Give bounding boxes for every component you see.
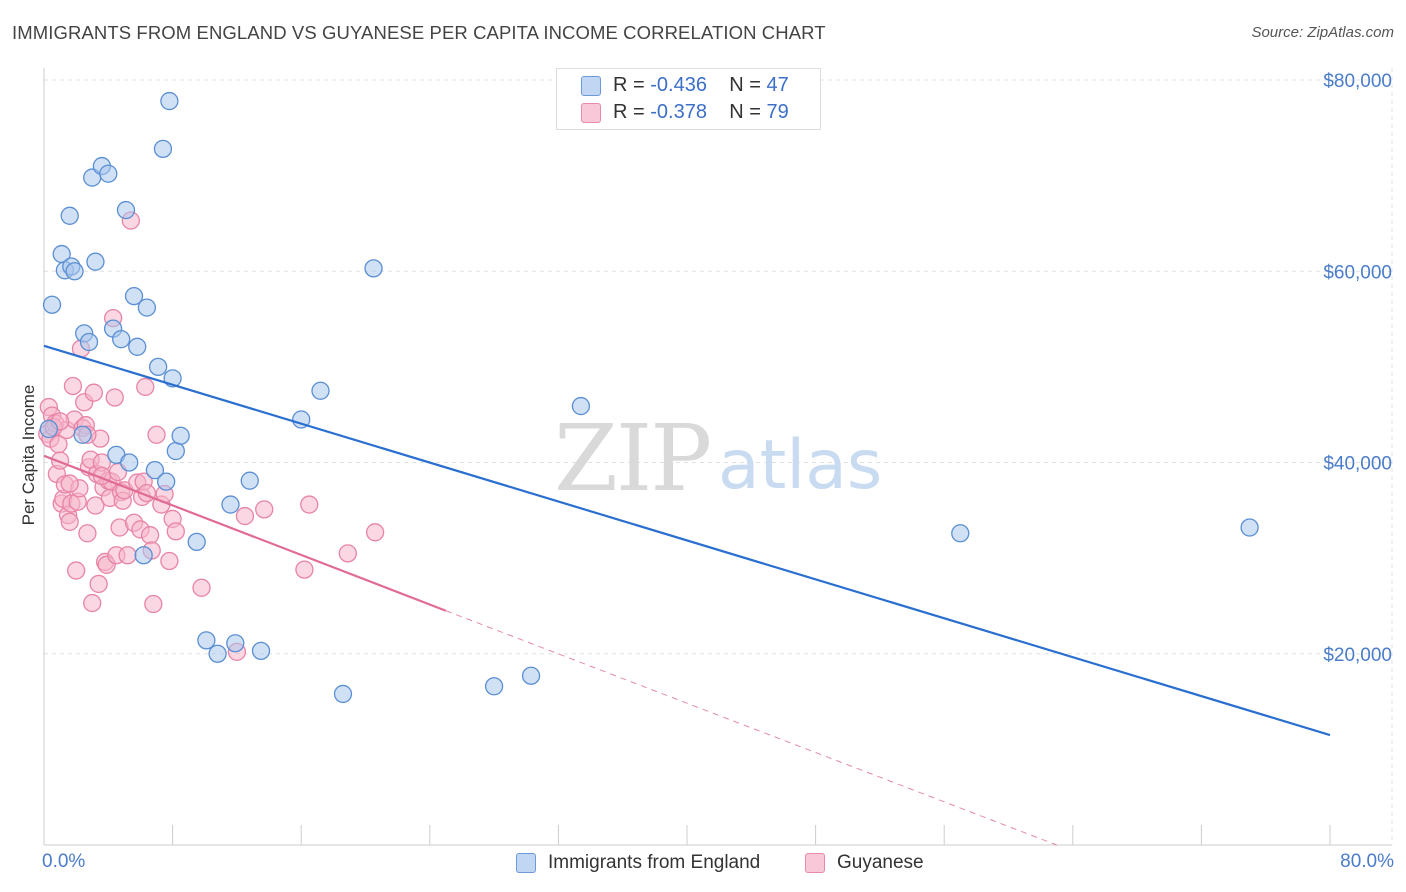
- y-tick-label: $60,000: [1323, 262, 1392, 283]
- england-point: [79, 332, 99, 352]
- england-point: [128, 337, 147, 356]
- guyanese-point: [83, 593, 102, 613]
- england-point: [86, 252, 105, 271]
- england-point: [208, 644, 227, 663]
- england-point: [73, 425, 92, 444]
- england-point: [42, 295, 62, 314]
- guyanese-point: [78, 524, 97, 543]
- legend: Immigrants from England Guyanese: [0, 851, 1406, 879]
- guyanese-n-value: 79: [766, 101, 789, 123]
- grid-lines: [44, 68, 1393, 845]
- england-point: [157, 472, 176, 491]
- england-point: [148, 357, 168, 377]
- england-point: [39, 419, 58, 439]
- guyanese-point: [365, 523, 385, 542]
- guyanese-point: [63, 376, 83, 396]
- england-point: [160, 91, 179, 111]
- x-tick-label-max: 80.0%: [1340, 851, 1394, 872]
- guyanese-point: [295, 560, 314, 579]
- guyanese-trend-line: [43, 454, 447, 612]
- england-point: [134, 546, 153, 565]
- guyanese-point: [84, 383, 103, 402]
- guyanese-n-label: N =: [729, 101, 767, 123]
- guyanese-swatch: [581, 103, 601, 123]
- y-tick-label: $40,000: [1323, 454, 1392, 475]
- guyanese-point: [192, 578, 211, 597]
- guyanese-point: [89, 574, 108, 594]
- england-point: [112, 329, 131, 349]
- legend-guyanese-label: Guyanese: [837, 852, 924, 873]
- legend-guyanese-swatch: [805, 853, 825, 873]
- england-point: [124, 286, 144, 306]
- england-point: [137, 298, 157, 317]
- england-point: [166, 441, 185, 461]
- england-point: [251, 641, 271, 661]
- england-point: [187, 532, 206, 552]
- england-point: [311, 381, 330, 400]
- england-point: [116, 200, 136, 220]
- england-point: [333, 684, 353, 704]
- guyanese-point: [50, 451, 70, 470]
- guyanese-point: [338, 544, 357, 563]
- england-swatch: [581, 76, 601, 96]
- y-tick-label: $80,000: [1323, 71, 1392, 92]
- england-point: [120, 453, 139, 472]
- england-point: [484, 677, 504, 696]
- england-point: [226, 634, 245, 653]
- guyanese-point: [300, 495, 319, 514]
- england-point: [951, 524, 970, 543]
- england-r-value: -0.436: [650, 74, 707, 96]
- watermark-atlas: atlas: [718, 426, 882, 505]
- x-tick-label-min: 0.0%: [42, 851, 86, 872]
- england-point: [571, 396, 591, 416]
- england-point: [364, 259, 383, 278]
- england-n-label: N =: [729, 74, 767, 96]
- guyanese-point: [118, 546, 137, 565]
- y-tick-label: $20,000: [1323, 645, 1392, 666]
- watermark: ZIP atlas: [554, 405, 882, 512]
- y-axis-label: Per Capita Income: [19, 384, 38, 526]
- watermark-zip: ZIP: [554, 405, 710, 512]
- trend-lines: [43, 344, 1331, 846]
- england-point: [153, 139, 173, 159]
- england-point: [197, 631, 216, 650]
- england-points: [39, 91, 1259, 704]
- england-point: [171, 426, 190, 445]
- guyanese-point: [136, 377, 155, 397]
- source-label: Source: ZipAtlas.com: [1251, 24, 1394, 41]
- guyanese-point: [140, 526, 160, 545]
- england-point: [240, 471, 259, 490]
- legend-england-label: Immigrants from England: [548, 852, 761, 873]
- guyanese-point: [60, 474, 79, 493]
- correlation-stats-box: R = -0.436 N = 47 R = -0.378 N = 79: [556, 68, 821, 130]
- guyanese-point: [255, 500, 274, 519]
- guyanese-point: [166, 522, 185, 541]
- y-tick-labels: $20,000 $40,000 $60,000 $80,000: [1323, 71, 1392, 666]
- england-point: [145, 460, 165, 480]
- england-point: [99, 164, 118, 183]
- guyanese-point: [160, 551, 179, 571]
- guyanese-r-label: R =: [613, 101, 651, 123]
- guyanese-point: [86, 496, 105, 515]
- guyanese-r-value: -0.378: [650, 101, 707, 123]
- chart-title: IMMIGRANTS FROM ENGLAND VS GUYANESE PER …: [12, 22, 826, 43]
- england-point: [521, 666, 541, 685]
- guyanese-point: [144, 594, 163, 614]
- legend-england-swatch: [516, 853, 536, 873]
- guyanese-point: [67, 561, 86, 580]
- england-n-value: 47: [766, 74, 789, 96]
- england-r-label: R =: [613, 74, 651, 96]
- guyanese-point: [235, 506, 255, 526]
- england-trend-line: [43, 344, 1331, 737]
- guyanese-trend-extension: [445, 610, 1057, 846]
- england-point: [1240, 518, 1259, 537]
- guyanese-point: [60, 512, 79, 531]
- england-point: [60, 206, 79, 225]
- england-point: [221, 495, 240, 514]
- england-point: [65, 262, 84, 281]
- england-point: [292, 410, 311, 429]
- guyanese-point: [147, 425, 166, 444]
- guyanese-point: [105, 388, 124, 407]
